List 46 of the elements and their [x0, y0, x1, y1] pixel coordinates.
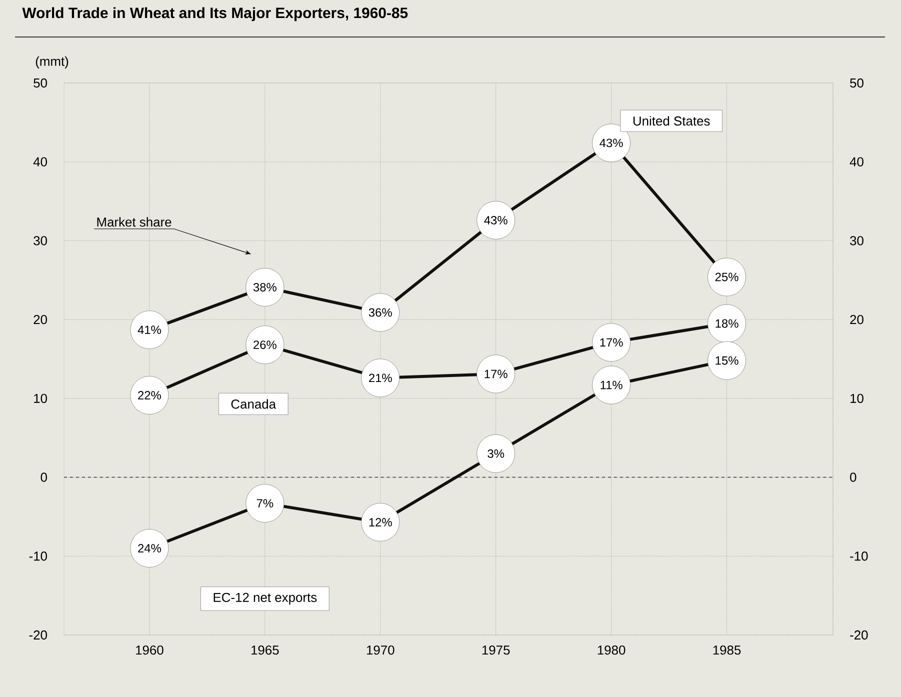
- y2-tick-label: -10: [850, 552, 868, 561]
- annotation: 17%: [484, 370, 508, 378]
- y-axis-title: (mmt): [36, 56, 68, 68]
- y2-tick-label: 40: [850, 157, 864, 166]
- y-tick-label: 40: [33, 157, 47, 166]
- annotation: 41%: [138, 326, 161, 334]
- y-tick-label: -20: [29, 630, 47, 640]
- annotation: 17%: [600, 338, 623, 347]
- series-label: United States: [633, 116, 710, 126]
- text: Canada: [231, 399, 276, 409]
- y-tick-label: 30: [34, 236, 47, 246]
- annotation: 26%: [254, 340, 276, 350]
- annotation: 3%: [488, 449, 504, 458]
- y-tick-label: 0: [40, 472, 47, 482]
- x-tick-label: 1985: [713, 645, 741, 655]
- x-tick-label: 1965: [251, 645, 279, 655]
- annotation: Market share: [97, 217, 172, 227]
- y2-tick-label: 50: [850, 78, 864, 88]
- annotation: 43%: [484, 216, 508, 224]
- annotation: 38%: [253, 283, 276, 292]
- annotation: 21%: [369, 374, 392, 382]
- x-tick-label: 1970: [366, 645, 394, 655]
- annotation: 7%: [256, 499, 274, 508]
- y2-tick-label: 0: [850, 472, 856, 482]
- y-tick-label: 50: [34, 78, 47, 88]
- annotation: 25%: [715, 272, 738, 282]
- annotation: 15%: [716, 356, 738, 365]
- y-tick-label: 20: [34, 314, 47, 324]
- y2-tick-label: 30: [850, 236, 864, 246]
- annotation: 36%: [368, 308, 392, 317]
- annotation: 24%: [138, 544, 161, 552]
- text: EC-12 net exports: [214, 592, 317, 605]
- y-tick-label: -10: [29, 552, 47, 561]
- y2-tick-label: -20: [850, 630, 868, 640]
- annotation: 43%: [600, 138, 623, 148]
- x-tick-label: 1980: [598, 645, 626, 655]
- annotation: 11%: [600, 380, 622, 390]
- y2-tick-label: 20: [850, 314, 864, 324]
- x-tick-label: 1960: [136, 645, 164, 655]
- y2-tick-label: 10: [850, 394, 864, 403]
- annotation: 12%: [369, 518, 392, 526]
- y-tick-label: 10: [34, 394, 47, 403]
- annotation: 18%: [716, 319, 738, 328]
- annotation: 22%: [138, 391, 161, 400]
- x-tick-label: 1975: [482, 645, 510, 655]
- chart-title: World Trade in Wheat and Its Major Exporters, 1960-85: [22, 7, 408, 22]
